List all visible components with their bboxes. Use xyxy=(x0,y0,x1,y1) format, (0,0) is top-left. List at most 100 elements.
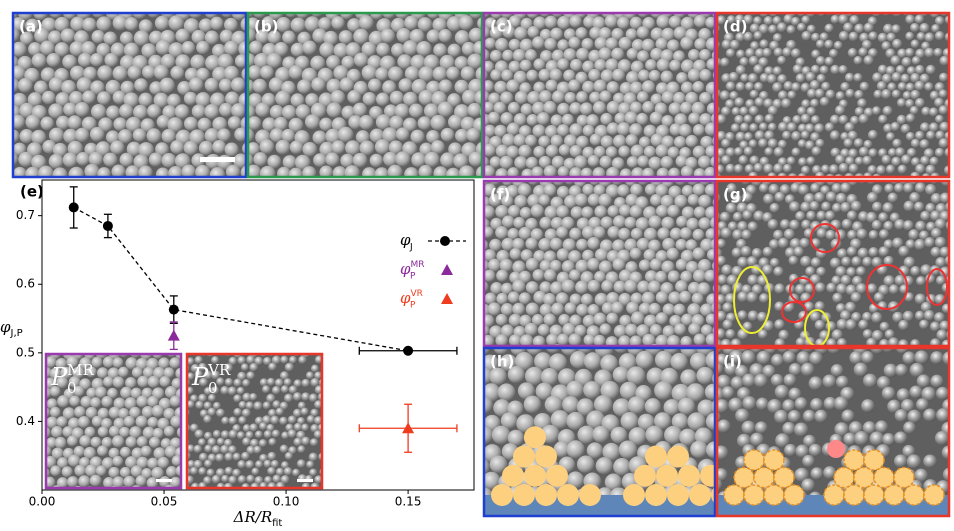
particle xyxy=(753,81,764,92)
particle xyxy=(264,475,273,485)
particle xyxy=(691,101,706,116)
particle xyxy=(786,25,796,35)
sem-image xyxy=(483,180,716,347)
model-sphere xyxy=(513,445,535,468)
particle xyxy=(649,111,663,125)
particle xyxy=(816,266,827,277)
particle xyxy=(801,219,812,230)
particle xyxy=(576,91,589,104)
particle xyxy=(204,103,220,119)
particle xyxy=(650,27,664,41)
particle xyxy=(190,54,206,70)
particle xyxy=(848,31,859,42)
particle xyxy=(164,386,178,399)
particle xyxy=(275,407,285,416)
particle xyxy=(761,264,774,276)
particle xyxy=(181,164,196,178)
particle xyxy=(705,145,716,158)
particle xyxy=(12,71,14,81)
particle xyxy=(671,413,689,430)
particle xyxy=(287,415,297,425)
particle xyxy=(352,152,368,168)
particle xyxy=(582,124,595,137)
particle xyxy=(758,183,769,194)
particle xyxy=(824,39,834,50)
particle xyxy=(310,377,320,388)
particle xyxy=(777,90,788,101)
particle xyxy=(705,333,716,347)
particle xyxy=(31,154,47,170)
particle xyxy=(271,429,281,439)
particle xyxy=(132,12,148,20)
particle xyxy=(461,89,478,105)
particle xyxy=(876,376,891,390)
particle xyxy=(556,226,569,239)
particle xyxy=(949,61,950,64)
particle xyxy=(254,475,264,485)
particle xyxy=(275,90,291,107)
particle xyxy=(533,58,546,71)
particle xyxy=(855,283,867,295)
particle xyxy=(69,41,85,57)
particle xyxy=(13,166,27,178)
particle xyxy=(570,58,583,72)
particle xyxy=(829,257,841,269)
particle xyxy=(330,90,346,105)
legend-symbol: φ xyxy=(400,289,411,307)
particle xyxy=(310,55,326,71)
particle xyxy=(914,238,926,251)
particle xyxy=(0,78,5,92)
particle xyxy=(246,445,256,455)
particle xyxy=(564,134,578,148)
particle xyxy=(919,319,930,330)
particle xyxy=(706,58,716,71)
particle xyxy=(725,99,735,109)
particle xyxy=(742,396,757,411)
particle xyxy=(319,165,333,178)
particle xyxy=(483,314,495,328)
particle xyxy=(628,427,647,446)
particle xyxy=(168,165,184,178)
particle xyxy=(598,27,612,41)
particle xyxy=(751,247,763,259)
particle xyxy=(40,67,56,83)
particle xyxy=(124,397,137,410)
particle xyxy=(125,377,137,389)
particle xyxy=(290,93,305,108)
particle xyxy=(654,381,673,400)
particle xyxy=(51,425,64,439)
particle xyxy=(768,239,780,250)
particle xyxy=(391,43,406,58)
particle xyxy=(882,105,893,117)
particle xyxy=(553,441,570,458)
particle xyxy=(195,400,204,410)
particle xyxy=(605,37,619,50)
particle xyxy=(914,130,925,141)
model-sphere xyxy=(843,484,865,506)
particle xyxy=(885,65,896,76)
particle xyxy=(538,90,553,104)
model-sphere xyxy=(491,484,513,506)
particle xyxy=(458,15,474,31)
particle xyxy=(118,408,130,420)
particle xyxy=(416,40,432,57)
particle xyxy=(569,167,583,178)
particle xyxy=(279,371,290,381)
particle xyxy=(681,206,695,220)
particle xyxy=(753,64,764,75)
particle xyxy=(216,377,225,386)
particle xyxy=(133,30,150,47)
particle xyxy=(934,236,947,249)
particle xyxy=(344,165,360,178)
particle xyxy=(579,515,590,517)
particle xyxy=(569,293,582,306)
particle xyxy=(868,31,878,41)
particle xyxy=(532,101,546,116)
particle xyxy=(212,116,228,132)
particle xyxy=(772,82,783,93)
particle xyxy=(656,58,671,72)
sem-image xyxy=(45,353,182,489)
particle xyxy=(938,137,949,149)
particle xyxy=(642,16,656,30)
particle xyxy=(575,71,588,85)
